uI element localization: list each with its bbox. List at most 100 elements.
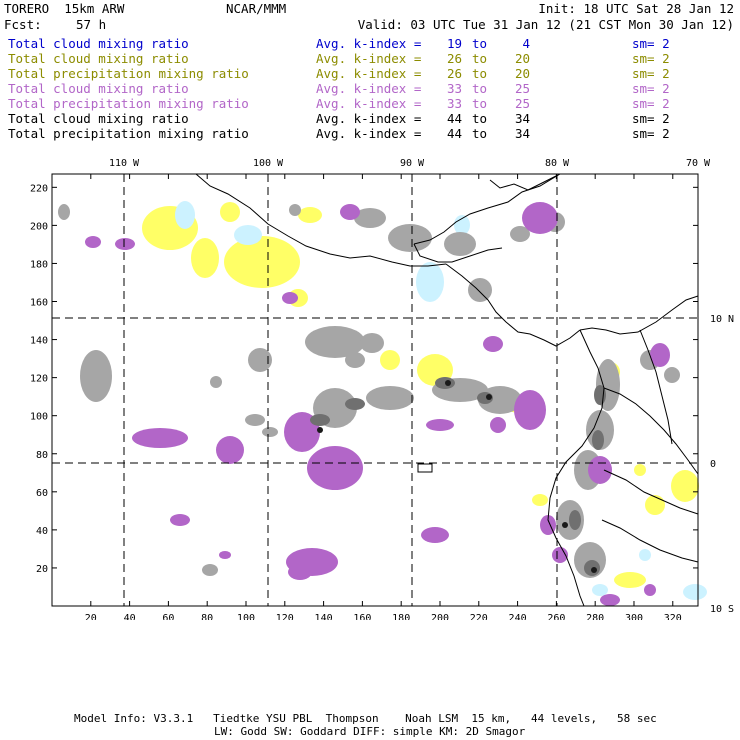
legend-index-from: 33 [446, 81, 462, 96]
legend-to-word: to [472, 81, 488, 96]
field-gray [345, 352, 365, 368]
field-dark_gray [310, 414, 330, 426]
longitude-label: 80 W [545, 158, 570, 169]
legend-index-from: 26 [446, 51, 462, 66]
legend-index-to: 4 [522, 36, 530, 51]
x-tick-label: 160 [353, 613, 371, 620]
legend-index-from: 26 [446, 66, 462, 81]
field-gray [210, 376, 222, 388]
legend-field-name: Total cloud mixing ratio [8, 81, 189, 96]
legend-row: Total cloud mixing ratio Avg. k-index = 44… [8, 111, 732, 126]
field-dark_gray [345, 398, 365, 410]
init-time: Init: 18 UTC Sat 28 Jan 12 [538, 1, 734, 16]
legend-to-word: to [472, 51, 488, 66]
field-purple [588, 456, 612, 484]
coastline [639, 329, 673, 445]
field-purple [490, 417, 506, 433]
legend-index-to: 20 [514, 51, 530, 66]
y-tick-label: 200 [30, 221, 48, 232]
coastline [445, 263, 581, 347]
field-purple [307, 446, 363, 490]
legend-row: Total cloud mixing ratio Avg. k-index = 19… [8, 36, 732, 51]
legend-index-label: Avg. k-index = [316, 126, 422, 141]
x-tick-label: 260 [547, 613, 565, 620]
legend-row: Total cloud mixing ratio Avg. k-index = 26… [8, 51, 732, 66]
field-purple [650, 343, 670, 367]
legend-field-name: Total precipitation mixing ratio [8, 66, 249, 81]
field-gray [202, 564, 218, 576]
legend-field-name: Total precipitation mixing ratio [8, 126, 249, 141]
legend-field-name: Total cloud mixing ratio [8, 111, 189, 126]
coastline [603, 469, 699, 515]
legend-index-to: 20 [514, 66, 530, 81]
field-purple [340, 204, 360, 220]
forecast-map: 110 W 100 W 90 W 80 W 70 W 10 N 0 10 S 20 40 60 80… [30, 158, 734, 620]
field-cyan [175, 201, 195, 229]
longitude-label: 70 W [686, 158, 711, 169]
legend-smoothing: sm= 2 [632, 96, 670, 111]
legend-index-to: 25 [514, 96, 530, 111]
field-gray [248, 348, 272, 372]
y-tick-label: 80 [36, 450, 48, 461]
coastline [603, 387, 699, 475]
physics-info-line: LW: Godd SW: Goddard DIFF: simple KM: 2D… [214, 725, 526, 738]
longitude-label: 90 W [400, 158, 425, 169]
field-gray [305, 326, 365, 358]
y-tick-label: 160 [30, 298, 48, 309]
x-tick-label: 320 [664, 613, 682, 620]
field-yellow [634, 464, 646, 476]
latitude-label: 0 [710, 459, 716, 470]
model-title: TORERO 15km ARW [4, 1, 125, 16]
field-gray [664, 367, 680, 383]
legend-row: Total precipitation mixing ratio Avg. k-i… [8, 96, 732, 111]
field-yellow [645, 495, 665, 515]
legend-field-name: Total precipitation mixing ratio [8, 96, 249, 111]
field-cyan [639, 549, 651, 561]
field-gray [289, 204, 301, 216]
y-tick-label: 100 [30, 412, 48, 423]
field-purple [216, 436, 244, 464]
field-gray [366, 386, 414, 410]
x-tick-label: 220 [470, 613, 488, 620]
legend-index-label: Avg. k-index = [316, 36, 422, 51]
map-frame [51, 173, 699, 607]
field-cyan [416, 262, 444, 302]
field-purple [282, 292, 298, 304]
field-purple [514, 390, 546, 430]
legend-row: Total cloud mixing ratio Avg. k-index = 33… [8, 81, 732, 96]
x-tick-label: 140 [315, 613, 333, 620]
y-tick-label: 120 [30, 374, 48, 385]
field-dark_gray [592, 430, 604, 450]
legend-index-label: Avg. k-index = [316, 81, 422, 96]
legend-row: Total precipitation mixing ratio Avg. k-i… [8, 126, 732, 141]
coastline [601, 519, 699, 563]
field-cyan [234, 225, 262, 245]
field-purple [219, 551, 231, 559]
field-purple [522, 202, 558, 234]
field-gray [245, 414, 265, 426]
x-tick-label: 120 [276, 613, 294, 620]
x-tick-label: 60 [162, 613, 174, 620]
field-cyan [592, 584, 608, 596]
coastline [489, 175, 557, 191]
legend-index-label: Avg. k-index = [316, 96, 422, 111]
field-gray [80, 350, 112, 402]
legend-index-from: 19 [446, 36, 462, 51]
field-dark_gray [569, 510, 581, 530]
legend-index-label: Avg. k-index = [316, 51, 422, 66]
field-black [317, 427, 323, 433]
field-black [445, 380, 451, 386]
field-gray [354, 208, 386, 228]
field-yellow [671, 470, 699, 502]
field-purple [552, 547, 568, 563]
y-tick-label: 180 [30, 259, 48, 270]
y-tick-label: 40 [36, 526, 48, 537]
field-gray [388, 224, 432, 252]
field-purple [483, 336, 503, 352]
legend-smoothing: sm= 2 [632, 36, 670, 51]
field-purple [600, 594, 620, 606]
field-gray [510, 226, 530, 242]
legend-to-word: to [472, 126, 488, 141]
legend-smoothing: sm= 2 [632, 111, 670, 126]
legend-smoothing: sm= 2 [632, 66, 670, 81]
